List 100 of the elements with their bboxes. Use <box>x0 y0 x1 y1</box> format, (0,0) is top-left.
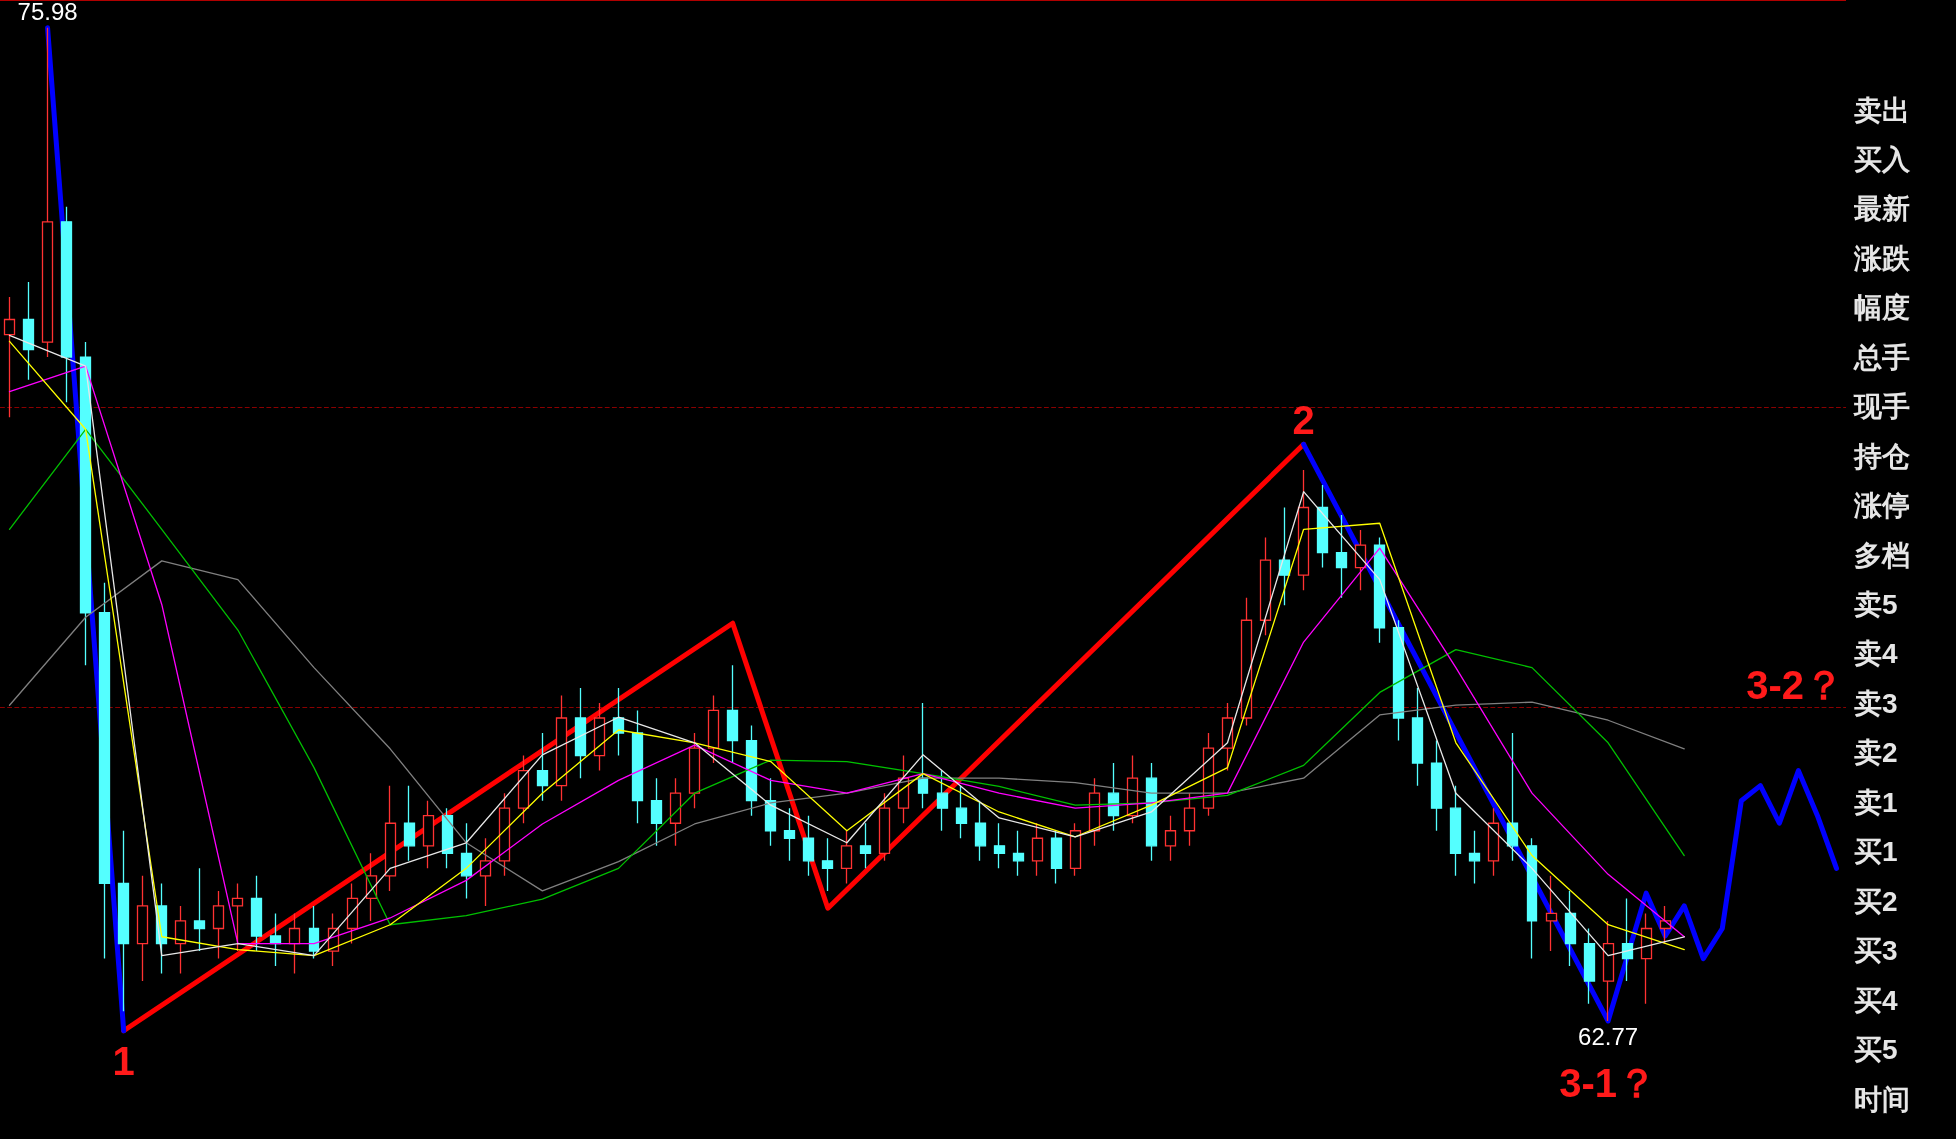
text: 幅度 <box>1854 292 1910 324</box>
candlestick <box>840 830 853 885</box>
candlestick <box>269 912 282 967</box>
text: 卖3 <box>1854 687 1898 719</box>
candlestick <box>1468 830 1481 885</box>
candlestick <box>1506 732 1519 862</box>
candlestick <box>460 822 473 900</box>
candlestick <box>555 694 568 802</box>
candlestick <box>250 875 263 952</box>
candlestick <box>79 341 92 667</box>
candlestick <box>1145 762 1158 862</box>
candlestick <box>479 837 492 907</box>
candlestick <box>1050 830 1063 885</box>
annotation: 2 <box>1292 398 1315 443</box>
candlestick <box>1221 702 1234 772</box>
text: 最新 <box>1853 193 1910 225</box>
candlestick <box>1526 837 1538 960</box>
candlestick <box>1259 536 1272 636</box>
candlestick <box>1545 875 1558 952</box>
candlestick <box>1069 822 1082 877</box>
text: 买1 <box>1854 836 1898 868</box>
candlestick <box>1316 484 1329 569</box>
annotation: 3-1？ <box>1559 1060 1658 1105</box>
candlestick <box>117 830 130 1012</box>
text: 买2 <box>1854 885 1898 917</box>
candlestick <box>1449 785 1462 877</box>
text: 卖4 <box>1854 638 1898 670</box>
candlestick <box>1430 739 1443 832</box>
candlestick <box>3 296 16 418</box>
text: 卖5 <box>1854 589 1898 620</box>
candlestick <box>1564 890 1577 967</box>
text: 买3 <box>1854 935 1898 967</box>
text: 持仓 <box>1853 440 1910 472</box>
candlestick <box>1354 529 1367 591</box>
candlestick <box>1411 687 1424 787</box>
candlestick <box>688 732 701 809</box>
candlestick <box>60 206 73 403</box>
candlestick <box>441 807 454 869</box>
text: 多档 <box>1854 539 1910 571</box>
candlestick <box>1583 927 1596 1005</box>
candlestick <box>974 800 987 862</box>
text: 卖2 <box>1854 737 1898 769</box>
candlestick <box>1621 897 1634 982</box>
candlestick <box>1373 536 1386 644</box>
candlestick <box>193 867 206 952</box>
candlestick <box>821 837 834 892</box>
text: 涨停 <box>1853 490 1910 522</box>
candlestick <box>498 792 511 877</box>
candlestick <box>936 769 949 832</box>
candlestick <box>1392 619 1405 742</box>
text: 卖1 <box>1854 786 1898 818</box>
text: 总手 <box>1853 341 1910 373</box>
candlestick <box>1640 912 1653 1005</box>
candlestick <box>1487 807 1500 877</box>
text: 时间 <box>1854 1083 1910 1115</box>
candlestick <box>726 664 739 764</box>
candlestick <box>631 709 644 824</box>
text: 卖出 <box>1854 94 1910 126</box>
candlestick <box>650 777 663 847</box>
candlestick <box>1335 514 1348 599</box>
candlestick <box>574 687 587 779</box>
candlestick <box>174 905 187 975</box>
candlestick <box>1012 830 1025 877</box>
candlestick <box>669 777 682 847</box>
candlestick <box>422 800 435 869</box>
candlestick <box>536 732 549 802</box>
candlestick <box>802 815 815 877</box>
text: 买入 <box>1854 143 1911 175</box>
candlestick <box>1278 506 1291 606</box>
candlestick <box>403 785 416 862</box>
candlestick <box>707 694 720 764</box>
candlestick <box>612 687 625 757</box>
annotation: 62.77 <box>1578 1023 1639 1051</box>
candlestick <box>517 754 530 824</box>
candlestick <box>231 882 244 952</box>
candlestick <box>1602 920 1615 1022</box>
candlestick <box>993 822 1006 869</box>
candlestick <box>593 702 606 772</box>
candlestick <box>1240 597 1253 727</box>
candlestick <box>22 281 35 381</box>
ref-line-label: 3-2？ <box>1746 663 1844 708</box>
candlestick <box>384 785 397 892</box>
text: 买4 <box>1854 984 1898 1016</box>
candlestick <box>1183 792 1196 847</box>
candlestick <box>783 807 796 862</box>
candlestick <box>98 582 111 960</box>
candlestick <box>212 890 225 960</box>
candlestick <box>288 912 301 975</box>
candlestick <box>308 905 320 960</box>
text: 涨跌 <box>1853 242 1911 274</box>
candlestick <box>41 27 54 358</box>
candlestick <box>859 822 872 869</box>
text: 现手 <box>1853 391 1910 423</box>
candlestick <box>346 882 359 945</box>
candlestick <box>1297 469 1310 591</box>
candlestick <box>136 875 149 982</box>
candlestick <box>917 702 929 809</box>
candlestick <box>1164 815 1177 862</box>
candlestick <box>764 777 777 847</box>
candlestick <box>955 785 968 839</box>
